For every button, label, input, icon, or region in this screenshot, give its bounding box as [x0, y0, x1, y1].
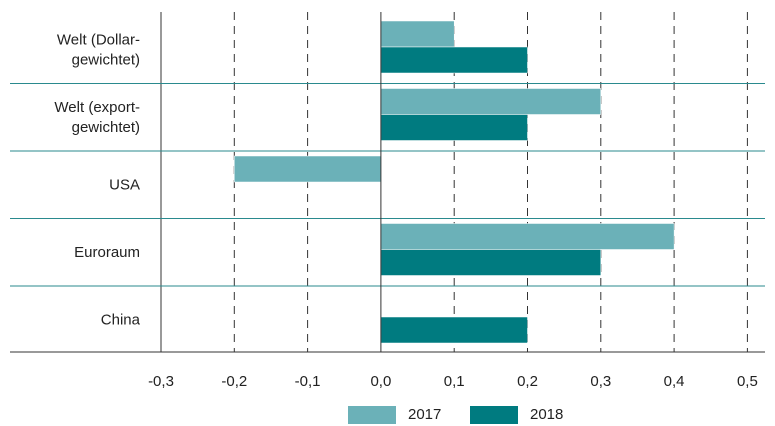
legend-label: 2018 — [530, 406, 563, 423]
bar — [380, 249, 602, 276]
category-label: USA — [109, 177, 140, 194]
x-tick-label: 0,3 — [590, 373, 611, 390]
legend-swatch — [348, 406, 396, 424]
x-tick-label: 0,0 — [370, 373, 391, 390]
category-label: Welt (export- — [54, 99, 140, 116]
x-tick-label: -0,3 — [148, 373, 174, 390]
bar — [380, 114, 528, 141]
category-label: Welt (Dollar- — [57, 32, 140, 49]
bar — [380, 20, 455, 48]
bar — [234, 155, 382, 183]
category-label: gewichtet) — [72, 119, 140, 136]
x-tick-label: -0,2 — [221, 373, 247, 390]
x-tick-label: 0,1 — [444, 373, 465, 390]
x-tick-label: 0,4 — [664, 373, 685, 390]
bar — [380, 316, 528, 344]
x-tick-label: 0,2 — [517, 373, 538, 390]
category-separators — [10, 83, 765, 353]
category-labels: Welt (Dollar-gewichtet) Welt (export-gewi… — [54, 32, 140, 329]
bar — [380, 46, 528, 74]
legend: 2017 2018 — [348, 406, 563, 424]
category-label: gewichtet) — [72, 52, 140, 69]
x-tick-label: -0,1 — [295, 373, 321, 390]
bar — [380, 88, 602, 115]
legend-label: 2017 — [408, 406, 441, 423]
legend-swatch — [470, 406, 518, 424]
category-label: Euroraum — [74, 244, 140, 261]
bar — [380, 223, 675, 250]
x-tick-labels: -0,3 -0,2 -0,1 0,0 0,1 0,2 0,3 0,4 0,5 — [148, 373, 758, 390]
category-label: China — [101, 312, 141, 329]
bars — [234, 20, 675, 344]
x-tick-label: 0,5 — [737, 373, 758, 390]
